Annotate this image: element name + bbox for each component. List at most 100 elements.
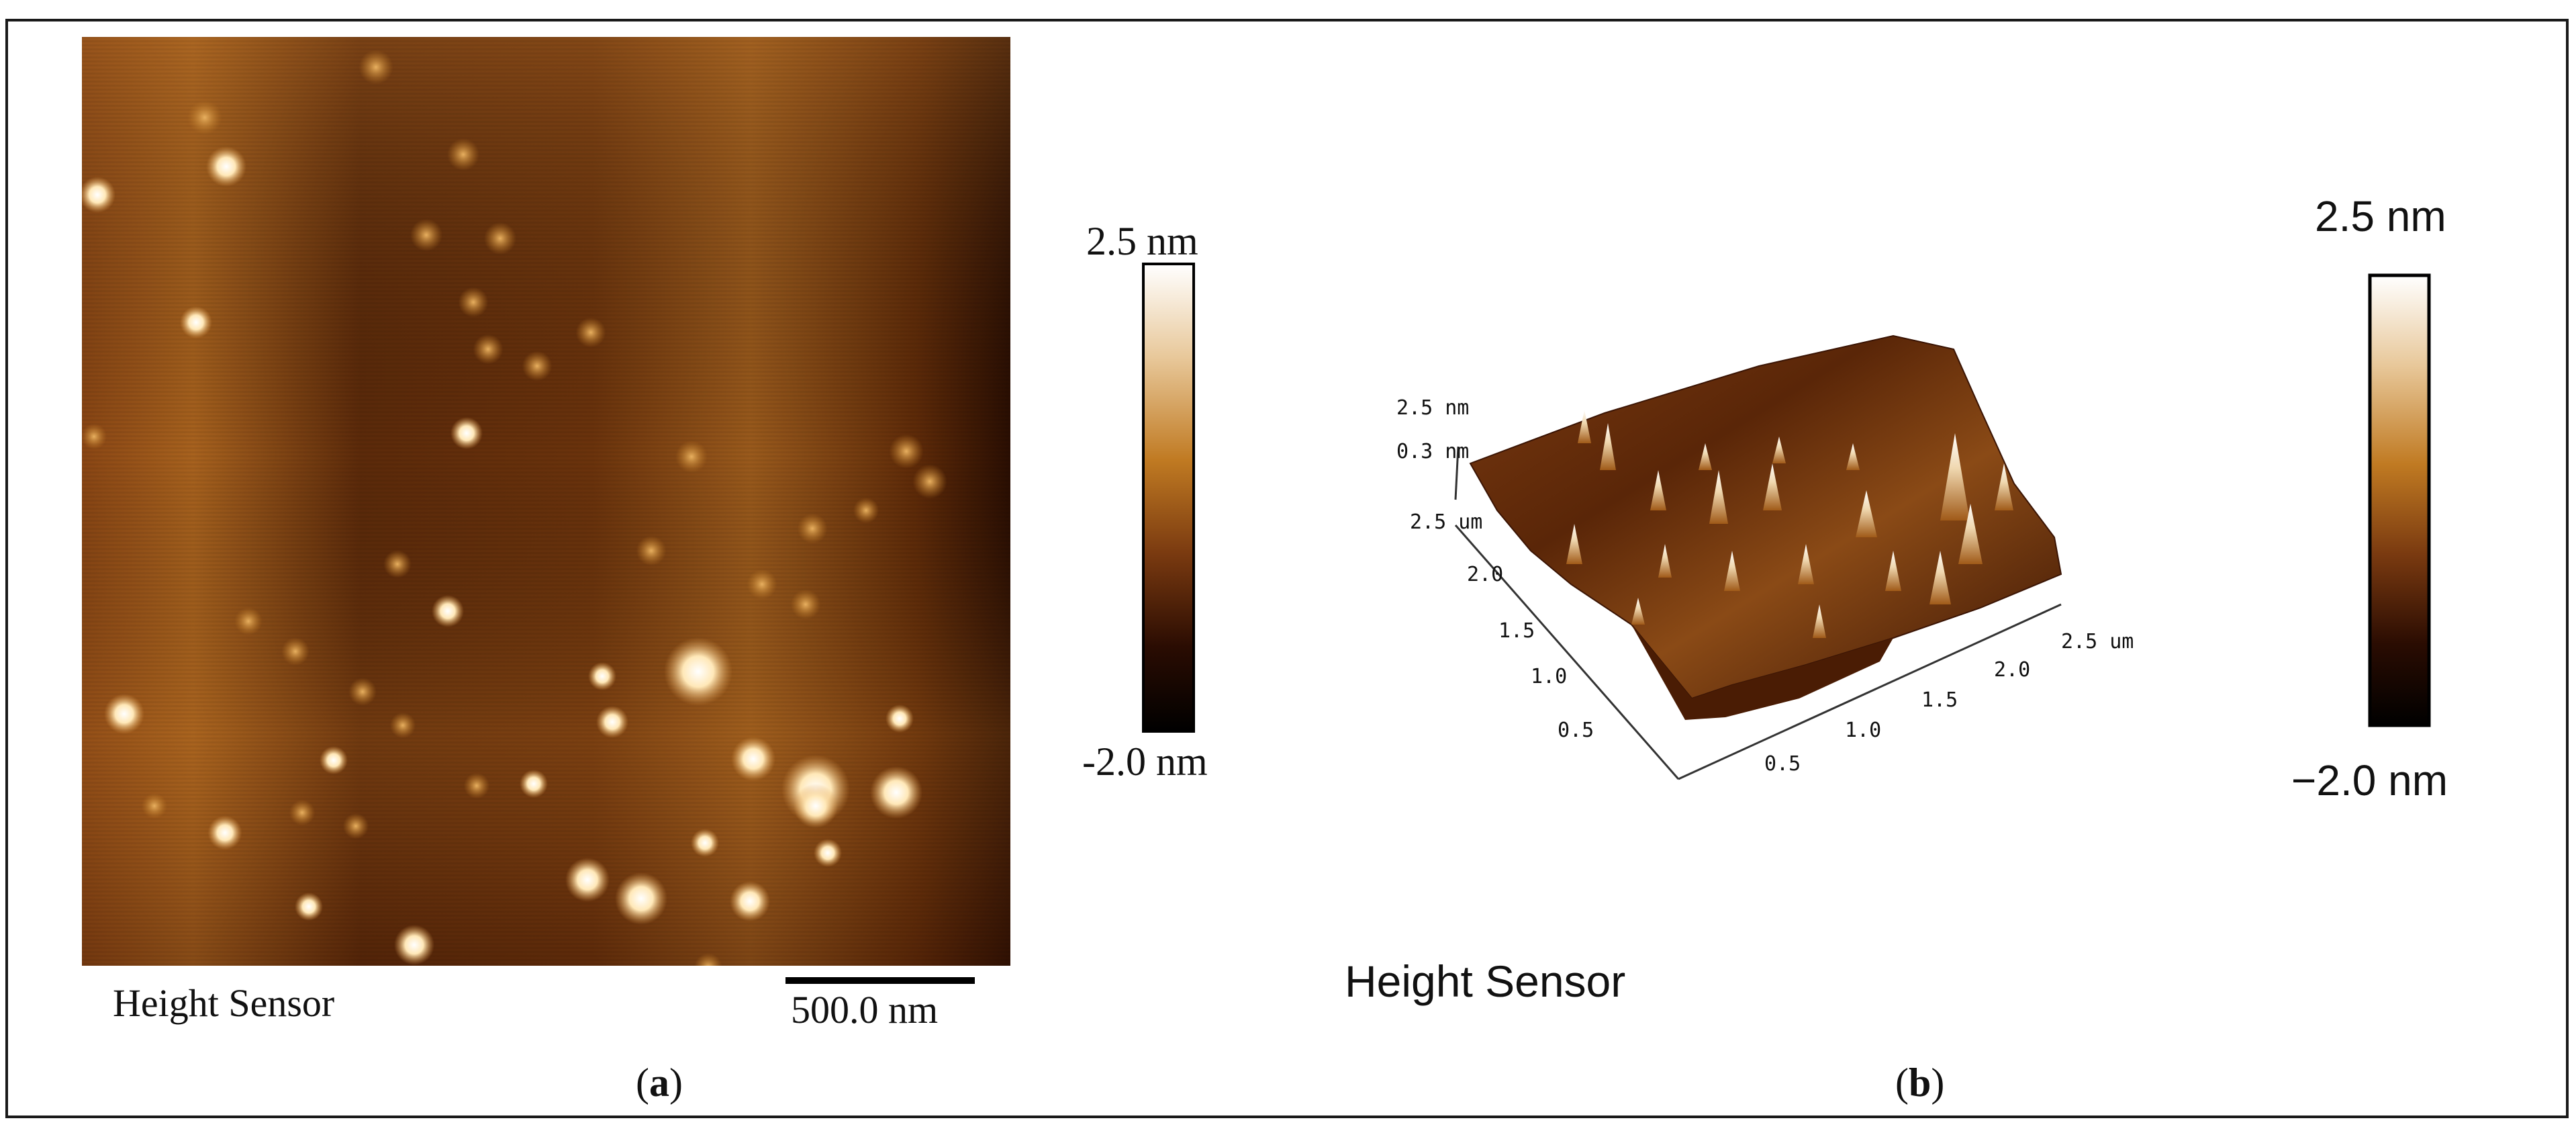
colorbar-b-min-label: −2.0 nm <box>2291 756 2448 805</box>
afm-particle <box>747 569 777 600</box>
afm-particle-bright <box>615 872 667 925</box>
x-axis-label: 2.5 um <box>2061 630 2134 653</box>
afm-particle <box>342 813 369 839</box>
afm-particle-bright <box>886 704 914 733</box>
surface-spike <box>1566 524 1582 564</box>
surface-spike <box>1763 463 1782 510</box>
afm-particle-bright <box>565 858 610 902</box>
afm-particle-bright <box>731 737 775 781</box>
z-label-top: 2.5 nm <box>1396 396 1470 420</box>
surface-spike <box>1856 490 1877 537</box>
caption-b-letter: b <box>1908 1060 1931 1105</box>
surface-spike <box>1940 433 1970 520</box>
afm-particle <box>853 497 879 524</box>
afm-particle <box>797 513 828 544</box>
surface-spike <box>1846 443 1860 470</box>
afm-particle <box>694 953 722 966</box>
x-axis-label: 2.0 <box>1994 658 2031 682</box>
afm-particle <box>389 712 416 739</box>
x-axis-label: 0.5 <box>1764 752 1801 776</box>
x-axis-label: 1.5 <box>1921 688 1958 712</box>
colorbar-a-max-label: 2.5 nm <box>1086 219 1198 263</box>
afm-particle-bright <box>520 770 548 798</box>
y-axis-label: 2.0 <box>1467 563 1504 586</box>
surface-spike <box>1958 504 1983 564</box>
afm-particle-bright <box>814 839 842 867</box>
surface-spike <box>1600 423 1616 470</box>
colorbar-b-max-label: 2.5 nm <box>2315 192 2446 240</box>
surface-spike <box>1724 551 1740 591</box>
afm-particle-bright <box>730 881 770 921</box>
afm-particle <box>383 550 412 578</box>
afm-particle-bright <box>82 177 115 213</box>
afm-particle <box>636 535 667 566</box>
afm-particle <box>289 799 316 826</box>
caption-a: (a) <box>636 1060 683 1105</box>
afm-particle-bright <box>450 417 483 449</box>
afm-particle <box>675 441 708 473</box>
panel-b-title: Height Sensor <box>1345 956 1626 1006</box>
afm-particle <box>575 317 606 348</box>
afm-particle-bright <box>207 815 242 850</box>
afm-particle <box>187 100 222 135</box>
afm-particle <box>281 637 309 666</box>
figure-frame <box>5 19 2569 1118</box>
surface-spike <box>1995 463 2013 510</box>
surface-spike <box>1631 598 1645 625</box>
afm-particle <box>889 434 924 469</box>
afm-particle <box>348 678 377 706</box>
surface-spike <box>1798 544 1814 584</box>
surface-spike <box>1929 551 1951 604</box>
afm-particle-bright <box>794 784 838 828</box>
z-label-mid: 0.3 nm <box>1396 440 1470 463</box>
afm-particle-bright <box>104 694 144 734</box>
afm-particle-bright <box>870 766 922 819</box>
surface-spike <box>1578 410 1591 443</box>
y-axis-label: 1.0 <box>1531 665 1568 688</box>
afm-2d-image <box>82 37 1010 966</box>
afm-particle <box>234 607 263 635</box>
afm-particle <box>473 334 504 365</box>
panel-a-title: Height Sensor <box>113 981 335 1025</box>
afm-particle <box>790 589 821 620</box>
colorbar-a-min-label: -2.0 nm <box>1082 739 1208 784</box>
afm-particle <box>522 351 553 381</box>
afm-particle <box>463 772 490 799</box>
surface-spike <box>1709 470 1728 524</box>
scale-bar-label: 500.0 nm <box>791 988 939 1032</box>
afm-particle-bright <box>206 146 246 187</box>
x-axis-label: 1.0 <box>1845 719 1882 742</box>
surface-spike <box>1699 443 1712 470</box>
afm-particle <box>458 287 489 318</box>
caption-a-letter: a <box>649 1060 669 1105</box>
afm-particle <box>359 50 393 85</box>
afm-particle <box>484 222 516 255</box>
surface-spike <box>1813 604 1826 638</box>
afm-particle <box>82 423 107 450</box>
colorbar-a <box>1142 263 1195 733</box>
caption-b: (b) <box>1895 1060 1945 1105</box>
afm-particle <box>141 792 168 819</box>
surface-spike <box>1885 551 1901 591</box>
afm-particle <box>447 138 479 171</box>
y-axis-label: 1.5 <box>1498 619 1535 643</box>
afm-particle-bright <box>596 706 628 738</box>
afm-particle-bright <box>664 637 732 706</box>
colorbar-b <box>2368 273 2431 727</box>
afm-particle-bright <box>588 662 616 690</box>
afm-particle-bright <box>394 925 434 965</box>
afm-particle <box>410 219 442 251</box>
scale-bar <box>785 977 975 984</box>
afm-particle <box>912 464 947 499</box>
y-axis-label: 2.5 um <box>1410 510 1483 534</box>
surface-spike <box>1658 544 1672 578</box>
afm-particle-bright <box>180 306 212 338</box>
afm-particle-bright <box>295 893 323 921</box>
afm-particle-bright <box>320 746 348 774</box>
afm-particle-bright <box>691 829 719 857</box>
surface-spike <box>1772 437 1786 463</box>
y-axis-label: 0.5 <box>1558 719 1594 742</box>
afm-particle-bright <box>432 595 464 627</box>
